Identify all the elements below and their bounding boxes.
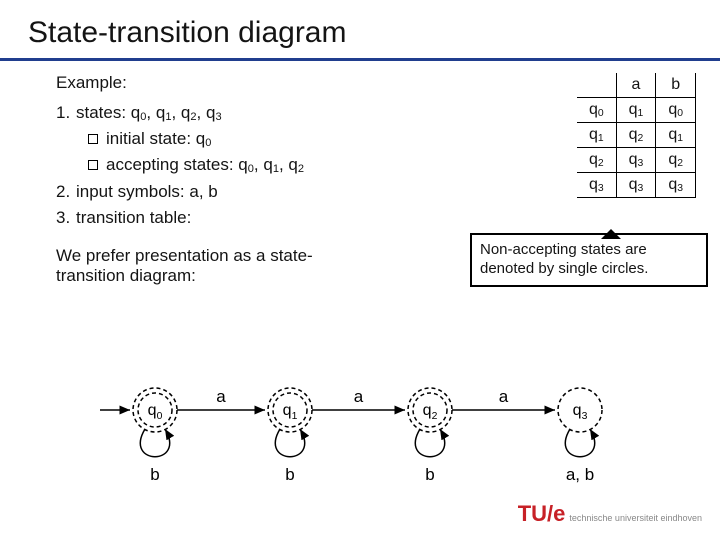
- svg-text:b: b: [150, 465, 159, 484]
- svg-text:b: b: [425, 465, 434, 484]
- prefer-text: We prefer presentation as a state-transi…: [56, 246, 376, 286]
- svg-text:a: a: [216, 387, 226, 406]
- col-b: b: [656, 73, 696, 98]
- page-title: State-transition diagram: [0, 0, 720, 61]
- svg-text:a: a: [499, 387, 509, 406]
- svg-text:b: b: [285, 465, 294, 484]
- state-diagram: aaabbba, bq0q1q2q3: [0, 370, 720, 500]
- callout-box: Non-accepting states are denoted by sing…: [470, 233, 708, 287]
- content: Example: 1.states: q0, q1, q2, q3 initia…: [0, 73, 720, 286]
- col-a: a: [616, 73, 656, 98]
- transition-table: ab q0q1q0q1q2q1q2q3q2q3q3q3: [577, 73, 696, 198]
- list-item-trans: 3.transition table:: [56, 208, 680, 228]
- svg-text:a, b: a, b: [566, 465, 594, 484]
- svg-text:a: a: [354, 387, 364, 406]
- logo: TU/etechnische universiteit eindhoven: [514, 501, 702, 530]
